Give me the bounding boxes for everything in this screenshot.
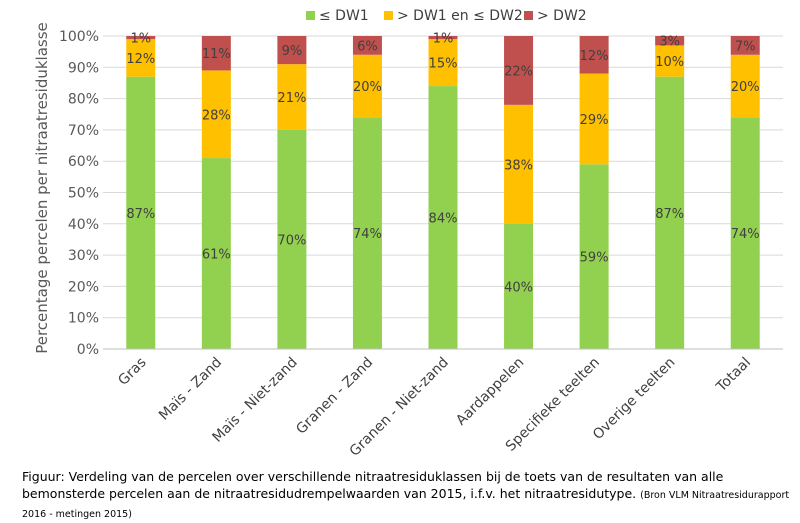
bar-segment: [504, 223, 534, 349]
legend-swatch: [384, 11, 393, 20]
bar-segment: [504, 36, 534, 105]
data-label: 70%: [277, 233, 306, 248]
y-tick-label: 30%: [68, 248, 99, 264]
bar-segment: [277, 64, 307, 130]
data-label: 40%: [504, 280, 533, 295]
data-label: 61%: [202, 248, 231, 263]
bar-segment: [579, 36, 609, 74]
data-label: 21%: [277, 91, 306, 106]
data-label: 22%: [504, 64, 533, 79]
x-tick-label: Totaal: [713, 355, 754, 396]
data-label: 10%: [655, 55, 684, 70]
data-label: 74%: [731, 227, 760, 242]
data-label: 74%: [353, 227, 382, 242]
bar-segment: [352, 54, 382, 118]
data-label: 84%: [429, 212, 458, 227]
data-label: 20%: [353, 80, 382, 95]
data-label: 87%: [655, 207, 684, 222]
bar-segment: [428, 39, 458, 87]
data-label: 7%: [735, 39, 756, 54]
y-axis-label: Percentage percelen per nitraatresidukla…: [33, 22, 51, 354]
y-tick-label: 40%: [68, 217, 99, 233]
bar-segment: [201, 70, 231, 159]
x-tick-label: Overige teelten: [590, 355, 678, 443]
bar-segment: [126, 76, 156, 349]
stacked-bar-chart: 87% 12% 1% 61% 28% 11% 70% 21% 9% 74% 20% 6% 84% 15% 1…: [33, 8, 783, 460]
bar-segment: [352, 117, 382, 349]
x-tick-label: Maïs - Niet-zand: [210, 355, 301, 446]
data-label: 15%: [429, 57, 458, 72]
x-tick-label: Gras: [115, 355, 149, 389]
data-label: 29%: [580, 113, 609, 128]
data-label: 59%: [580, 251, 609, 266]
y-tick-label: 90%: [68, 60, 99, 76]
legend-swatch: [306, 11, 315, 20]
y-tick-label: 80%: [68, 92, 99, 108]
data-label: 9%: [282, 44, 303, 59]
bar-segment: [579, 164, 609, 349]
bar-segment: [428, 36, 458, 40]
legend: ≤ DW1 > DW1 en ≤ DW2 > DW2: [306, 8, 587, 24]
y-tick-label: 50%: [68, 186, 99, 202]
bar-segment: [126, 36, 156, 40]
bar-segment: [201, 36, 231, 71]
data-label: 6%: [357, 39, 378, 54]
data-label: 28%: [202, 108, 231, 123]
legend-label: > DW2: [537, 8, 587, 24]
bar-segment: [277, 36, 307, 65]
bar-segment: [655, 76, 685, 349]
y-tick-label: 70%: [68, 123, 99, 139]
x-tick-label: Granen - Zand: [293, 355, 376, 438]
bar-segment: [352, 36, 382, 55]
y-tick-label: 10%: [68, 311, 99, 327]
data-label: 3%: [659, 35, 680, 50]
bar-segment: [428, 86, 458, 349]
data-label: 1%: [433, 32, 454, 47]
data-label: 38%: [504, 158, 533, 173]
data-label: 20%: [731, 80, 760, 95]
bar-segment: [579, 73, 609, 165]
bar-segment: [730, 36, 760, 55]
y-tick-label: 60%: [68, 154, 99, 170]
data-label: 1%: [130, 32, 151, 47]
bar-segment: [504, 104, 534, 224]
y-tick-label: 100%: [59, 29, 99, 45]
figure-caption: Figuur: Verdeling van de percelen over v…: [22, 468, 792, 523]
y-tick-label: 0%: [77, 342, 99, 358]
bar-segment: [655, 36, 685, 46]
bars: 87% 12% 1% 61% 28% 11% 70% 21% 9% 74% 20% 6% 84% 15% 1…: [126, 32, 760, 349]
bar-segment: [655, 45, 685, 77]
bar-segment: [126, 39, 156, 77]
y-tick-label: 20%: [68, 279, 99, 295]
legend-label: > DW1 en ≤ DW2: [397, 8, 523, 24]
x-tick-label: Aardappelen: [453, 355, 527, 429]
data-label: 11%: [202, 47, 231, 62]
legend-swatch: [524, 11, 533, 20]
bar-segment: [201, 158, 231, 349]
data-label: 12%: [126, 52, 155, 67]
caption-text: Figuur: Verdeling van de percelen over v…: [22, 469, 724, 501]
data-label: 87%: [126, 207, 155, 222]
bar-segment: [730, 54, 760, 118]
bar-segment: [277, 129, 307, 349]
bar-segment: [730, 117, 760, 349]
legend-label: ≤ DW1: [319, 8, 369, 24]
data-label: 12%: [580, 49, 609, 64]
x-tick-label: Maïs - Zand: [156, 355, 225, 424]
